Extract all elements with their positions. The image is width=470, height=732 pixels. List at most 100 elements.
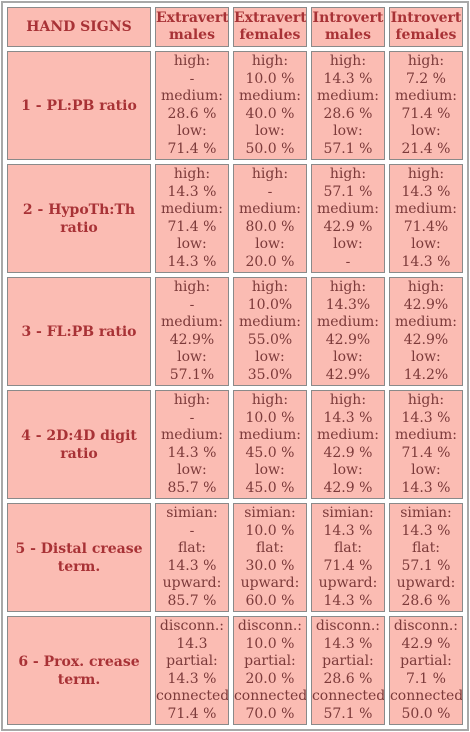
cell-line: 14.3 % bbox=[323, 592, 373, 609]
value-cell: high: - medium: 28.6 % low: 71.4 % bbox=[154, 51, 229, 160]
cell-line: disconn.: bbox=[159, 618, 224, 634]
cell-line: partial: bbox=[322, 653, 374, 669]
cell-line: low: bbox=[411, 462, 441, 478]
cell-line: upward: bbox=[318, 575, 378, 591]
cell-line: 71.4 % bbox=[401, 444, 451, 461]
cell-line: high: bbox=[329, 392, 367, 408]
cell-line: 14.3 % bbox=[401, 522, 451, 539]
cell-line: medium: bbox=[316, 88, 379, 104]
header-introvert-males: Introvert males bbox=[310, 7, 385, 47]
cell-line: 42.9% bbox=[403, 331, 449, 348]
cell-line: simian: bbox=[400, 505, 452, 521]
cell-line: 42.9 % bbox=[401, 635, 451, 652]
cell-line: 57.1 % bbox=[323, 183, 373, 200]
cell-line: 45.0 % bbox=[245, 444, 295, 461]
value-cell: high: 14.3 % medium: 71.4 % low: 14.3 % bbox=[154, 164, 229, 273]
cell-line: simian: bbox=[244, 505, 296, 521]
cell-line: high: bbox=[329, 166, 367, 182]
cell-line: 10.0 % bbox=[245, 522, 295, 539]
cell-line: high: bbox=[407, 53, 445, 69]
cell-line: 80.0 % bbox=[245, 218, 295, 235]
cell-line: 7.1 % bbox=[405, 670, 446, 687]
cell-line: 14.3 % bbox=[323, 409, 373, 426]
cell-line: 57.1 % bbox=[401, 557, 451, 574]
cell-line: high: bbox=[173, 53, 211, 69]
table-row: 2 - HypoTh:Th ratio high: 14.3 % medium:… bbox=[7, 164, 463, 273]
cell-line: low: bbox=[411, 236, 441, 252]
value-cell: disconn.: 42.9 % partial: 7.1 % connecte… bbox=[388, 616, 463, 725]
cell-line: low: bbox=[177, 123, 207, 139]
table-row: 5 - Distal crease term. simian: - flat: … bbox=[7, 503, 463, 612]
cell-line: medium: bbox=[394, 201, 457, 217]
cell-line: - bbox=[189, 70, 195, 87]
cell-line: low: bbox=[411, 349, 441, 365]
cell-line: partial: bbox=[244, 653, 296, 669]
cell-line: high: bbox=[173, 166, 211, 182]
cell-line: 14.3 % bbox=[323, 522, 373, 539]
cell-line: 28.6 % bbox=[323, 105, 373, 122]
header-extravert-females-line1: Extravert bbox=[233, 10, 307, 26]
cell-line: 71.4 % bbox=[401, 105, 451, 122]
cell-line: connected: bbox=[389, 688, 463, 704]
table-row: 3 - FL:PB ratio high: - medium: 42.9% lo… bbox=[7, 277, 463, 386]
header-row: HAND SIGNS Extravert males Extravert fem… bbox=[7, 7, 463, 47]
cell-line: 42.9 % bbox=[323, 444, 373, 461]
cell-line: 14.2% bbox=[403, 366, 449, 383]
value-cell: high: 57.1 % medium: 42.9 % low: - bbox=[310, 164, 385, 273]
cell-line: disconn.: bbox=[237, 618, 302, 634]
cell-line: 57.1 % bbox=[323, 705, 373, 722]
cell-line: upward: bbox=[396, 575, 456, 591]
value-cell: disconn.: 14.3 partial: 14.3 % connected… bbox=[154, 616, 229, 725]
cell-line: 10.0% bbox=[247, 296, 293, 313]
table-row: 4 - 2D:4D digit ratio high: - medium: 14… bbox=[7, 390, 463, 499]
cell-line: 14.3 % bbox=[401, 183, 451, 200]
cell-line: 14.3 % bbox=[323, 635, 373, 652]
cell-line: 42.9% bbox=[169, 331, 215, 348]
cell-line: 14.3% bbox=[325, 296, 371, 313]
cell-line: low: bbox=[333, 236, 363, 252]
header-extravert-males: Extravert males bbox=[154, 7, 229, 47]
cell-line: medium: bbox=[160, 201, 223, 217]
value-cell: simian: 14.3 % flat: 57.1 % upward: 28.6… bbox=[388, 503, 463, 612]
cell-line: 14.3 % bbox=[401, 409, 451, 426]
cell-line: 28.6 % bbox=[167, 105, 217, 122]
cell-line: medium: bbox=[316, 427, 379, 443]
cell-line: 42.9 % bbox=[323, 479, 373, 496]
cell-line: 70.0 % bbox=[245, 705, 295, 722]
cell-line: low: bbox=[411, 123, 441, 139]
row-label: 1 - PL:PB ratio bbox=[7, 51, 151, 160]
cell-line: 71.4 % bbox=[323, 557, 373, 574]
cell-line: 40.0 % bbox=[245, 105, 295, 122]
cell-line: low: bbox=[333, 349, 363, 365]
cell-line: upward: bbox=[240, 575, 300, 591]
cell-line: 14.3 % bbox=[167, 670, 217, 687]
cell-line: medium: bbox=[316, 314, 379, 330]
cell-line: - bbox=[267, 183, 273, 200]
cell-line: 14.3 % bbox=[167, 183, 217, 200]
cell-line: simian: bbox=[322, 505, 374, 521]
cell-line: medium: bbox=[394, 314, 457, 330]
cell-line: 71.4 % bbox=[167, 140, 217, 157]
value-cell: high: - medium: 80.0 % low: 20.0 % bbox=[232, 164, 307, 273]
cell-line: 28.6 % bbox=[323, 670, 373, 687]
value-cell: high: 14.3 % medium: 71.4% low: 14.3 % bbox=[388, 164, 463, 273]
value-cell: simian: 10.0 % flat: 30.0 % upward: 60.0… bbox=[232, 503, 307, 612]
cell-line: medium: bbox=[238, 314, 301, 330]
cell-line: 10.0 % bbox=[245, 70, 295, 87]
value-cell: disconn.: 10.0 % partial: 20.0 % connect… bbox=[232, 616, 307, 725]
cell-line: 14.3 % bbox=[323, 70, 373, 87]
cell-line: medium: bbox=[238, 88, 301, 104]
cell-line: medium: bbox=[160, 88, 223, 104]
cell-line: 10.0 % bbox=[245, 635, 295, 652]
cell-line: high: bbox=[251, 392, 289, 408]
cell-line: disconn.: bbox=[315, 618, 380, 634]
cell-line: 55.0% bbox=[247, 331, 293, 348]
cell-line: 30.0 % bbox=[245, 557, 295, 574]
header-introvert-females-line1: Introvert bbox=[390, 10, 462, 26]
value-cell: high: 10.0 % medium: 45.0 % low: 45.0 % bbox=[232, 390, 307, 499]
row-label: 4 - 2D:4D digit ratio bbox=[7, 390, 151, 499]
cell-line: high: bbox=[407, 392, 445, 408]
cell-line: medium: bbox=[316, 201, 379, 217]
cell-line: medium: bbox=[160, 427, 223, 443]
cell-line: 7.2 % bbox=[405, 70, 446, 87]
